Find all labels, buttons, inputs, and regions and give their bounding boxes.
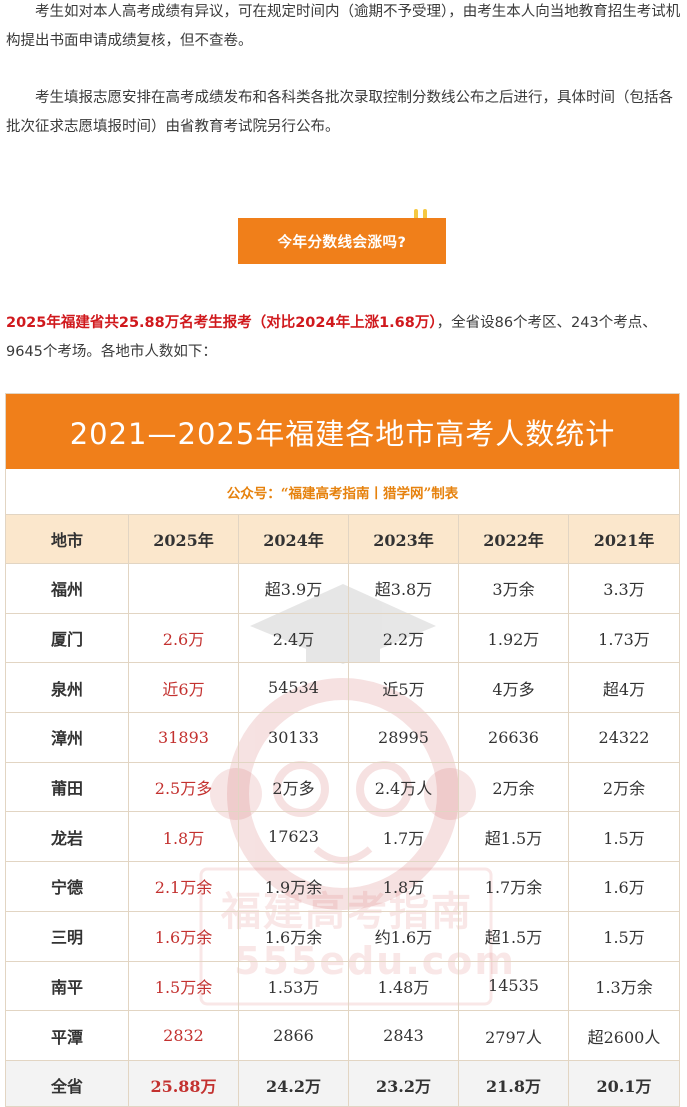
count-cell-2024年: 1.53万 bbox=[239, 961, 349, 1011]
count-cell-2023年: 近5万 bbox=[349, 663, 459, 713]
total-label: 全省 bbox=[6, 1060, 129, 1106]
count-cell-2025年: 近6万 bbox=[129, 663, 239, 713]
notice-paragraph-score-review: 考生如对本人高考成绩有异议，可在规定时间内（逾期不予受理），由考生本人向当地教育… bbox=[6, 4, 681, 49]
city-name: 莆田 bbox=[6, 762, 129, 812]
count-cell-2025年: 31893 bbox=[129, 713, 239, 762]
count-cell-2023年: 超3.8万 bbox=[349, 564, 459, 613]
count-cell-2021年: 1.5万 bbox=[603, 828, 645, 848]
decor-tick-icon bbox=[423, 209, 427, 224]
table-row: 南平 1.5万余 1.53万 1.48万 14535 1.3万余 bbox=[6, 961, 679, 1012]
count-cell-2025年: 2.5万多 bbox=[129, 762, 239, 812]
intro-rest: ，全省设86个考区、243个考点、9645个考场。各地市人数如下： bbox=[6, 315, 657, 360]
total-2024: 24.2万 bbox=[239, 1060, 349, 1106]
count-cell-2024年: 30133 bbox=[239, 713, 349, 762]
decor-tick-icon bbox=[414, 209, 418, 224]
count-cell-2025年: 1.8万 bbox=[129, 812, 239, 862]
count-cell-2024年: 2.4万 bbox=[239, 613, 349, 663]
section-heading-label: 今年分数线会涨吗? bbox=[238, 218, 446, 264]
count-cell-2022年: 3万余 bbox=[459, 564, 569, 613]
count-cell-2021年: 1.6万 bbox=[603, 878, 645, 898]
count-cell-2021年: 3.3万 bbox=[603, 580, 645, 600]
count-cell-2021年: 超2600人 bbox=[587, 1027, 661, 1047]
watermark-text-brand: 福建高考指南 bbox=[221, 889, 473, 935]
total-2021: 20.1万 bbox=[596, 1077, 652, 1097]
count-cell-2025年: 2832 bbox=[129, 1011, 239, 1060]
count-cell-2023年: 1.8万 bbox=[349, 862, 459, 911]
count-cell-2023年: 约1.6万 bbox=[349, 911, 459, 961]
table-title: 2021—2025年福建各地市高考人数统计 bbox=[6, 394, 679, 469]
count-cell-2022年: 14535 bbox=[459, 961, 569, 1011]
table-row: 龙岩 1.8万 17623 1.7万 超1.5万 1.5万 bbox=[6, 812, 679, 863]
city-name: 漳州 bbox=[6, 713, 129, 762]
count-cell-2024年: 1.9万余 bbox=[239, 862, 349, 911]
count-cell-2022年: 超1.5万 bbox=[459, 911, 569, 961]
count-cell-2023年: 2.2万 bbox=[349, 613, 459, 663]
table-row: 平潭 2832 2866 2843 2797人 超2600人 bbox=[6, 1011, 679, 1061]
city-name: 泉州 bbox=[6, 663, 129, 713]
header-2022: 2022年 bbox=[459, 515, 569, 563]
section-heading-banner: 今年分数线会涨吗? bbox=[238, 209, 446, 264]
table-row: 泉州 近6万 54534 近5万 4万多 超4万 bbox=[6, 663, 679, 714]
city-name: 三明 bbox=[6, 911, 129, 961]
header-2023: 2023年 bbox=[349, 515, 459, 563]
count-cell-2021年: 1.5万 bbox=[603, 928, 645, 948]
count-cell-2025年: 1.5万余 bbox=[129, 961, 239, 1011]
count-cell-2024年: 超3.9万 bbox=[239, 564, 349, 613]
table-total-row: 全省 25.88万 24.2万 23.2万 21.8万 20.1万 bbox=[6, 1060, 679, 1106]
count-cell-2023年: 1.7万 bbox=[349, 812, 459, 862]
intro-highlight: 2025年福建省共25.88万名考生报考（对比2024年上涨1.68万） bbox=[6, 315, 437, 331]
table-row: 福州 超3.9万 超3.8万 3万余 3.3万 bbox=[6, 564, 679, 614]
stats-grid: 地市 2025年 2024年 2023年 2022年 2021年 福州 超3.9万… bbox=[6, 515, 679, 1106]
table-row: 莆田 2.5万多 2万多 2.4万人 2万余 2万余 bbox=[6, 762, 679, 813]
count-cell-2023年: 2843 bbox=[349, 1011, 459, 1060]
intro-paragraph: 2025年福建省共25.88万名考生报考（对比2024年上涨1.68万），全省设… bbox=[6, 309, 681, 367]
table-row: 漳州 31893 30133 28995 26636 24322 bbox=[6, 713, 679, 763]
stats-table-image: 2021—2025年福建各地市高考人数统计 公众号：“福建高考指南丨猎学网”制表… bbox=[5, 393, 680, 1107]
count-cell-2025年: 2.6万 bbox=[129, 613, 239, 663]
count-cell-2021年: 2万余 bbox=[602, 779, 646, 799]
count-cell-2024年: 1.6万余 bbox=[239, 911, 349, 961]
city-name: 南平 bbox=[6, 961, 129, 1011]
notice-paragraph-volunteer-filing: 考生填报志愿安排在高考成绩发布和各科类各批次录取控制分数线公布之后进行，具体时间… bbox=[6, 90, 673, 135]
table-credit: 公众号：“福建高考指南丨猎学网”制表 bbox=[6, 469, 679, 515]
count-cell-2025年: 2.1万余 bbox=[129, 862, 239, 911]
city-name: 宁德 bbox=[6, 862, 129, 911]
count-cell-2022年: 2万余 bbox=[459, 762, 569, 812]
count-cell-2021年: 超4万 bbox=[602, 679, 646, 699]
count-cell-2022年: 2797人 bbox=[459, 1011, 569, 1060]
count-cell-2024年: 2866 bbox=[239, 1011, 349, 1060]
city-name: 平潭 bbox=[6, 1011, 129, 1060]
count-cell-2023年: 1.48万 bbox=[349, 961, 459, 1011]
count-cell-2022年: 1.92万 bbox=[459, 613, 569, 663]
count-cell-2025年: 1.6万余 bbox=[129, 911, 239, 961]
city-name: 龙岩 bbox=[6, 812, 129, 862]
total-2022: 21.8万 bbox=[459, 1060, 569, 1106]
count-cell-2022年: 1.7万余 bbox=[459, 862, 569, 911]
total-2025: 25.88万 bbox=[129, 1060, 239, 1106]
count-cell-2021年: 1.3万余 bbox=[595, 977, 653, 997]
table-row: 厦门 2.6万 2.4万 2.2万 1.92万 1.73万 bbox=[6, 613, 679, 664]
count-cell-2022年: 4万多 bbox=[459, 663, 569, 713]
count-cell-2021年: 24322 bbox=[598, 727, 650, 747]
table-row: 宁德 2.1万余 1.9万余 1.8万 1.7万余 1.6万 bbox=[6, 862, 679, 912]
count-cell-2024年: 17623 bbox=[239, 812, 349, 862]
header-city: 地市 bbox=[6, 515, 129, 563]
count-cell-2022年: 超1.5万 bbox=[459, 812, 569, 862]
count-cell-2024年: 54534 bbox=[239, 663, 349, 713]
count-cell-2024年: 2万多 bbox=[239, 762, 349, 812]
count-cell-2023年: 2.4万人 bbox=[349, 762, 459, 812]
table-row: 三明 1.6万余 1.6万余 约1.6万 超1.5万 1.5万 bbox=[6, 911, 679, 962]
count-cell-2022年: 26636 bbox=[459, 713, 569, 762]
count-cell-2023年: 28995 bbox=[349, 713, 459, 762]
table-header-row: 地市 2025年 2024年 2023年 2022年 2021年 bbox=[6, 515, 679, 564]
city-name: 福州 bbox=[6, 564, 129, 613]
count-cell-2025年 bbox=[129, 564, 239, 613]
count-cell-2021年: 1.73万 bbox=[598, 630, 650, 650]
city-name: 厦门 bbox=[6, 613, 129, 663]
header-2021: 2021年 bbox=[593, 531, 655, 550]
total-2023: 23.2万 bbox=[349, 1060, 459, 1106]
header-2024: 2024年 bbox=[239, 515, 349, 563]
header-2025: 2025年 bbox=[129, 515, 239, 563]
